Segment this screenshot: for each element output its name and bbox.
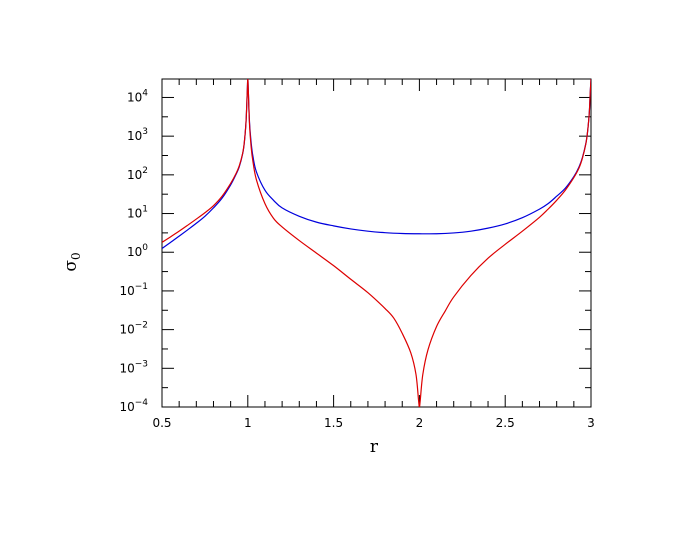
y-tick-label-base: 10: [119, 400, 134, 414]
x-tick-label: 1: [244, 416, 252, 430]
y-tick-label-base: 10: [127, 90, 142, 104]
y-tick-label-exponent: 0: [142, 243, 148, 253]
y-tick-label: 103: [127, 127, 148, 143]
y-tick-label-exponent: −3: [135, 359, 148, 369]
x-tick-label: 3: [587, 416, 595, 430]
y-tick-label-exponent: 3: [142, 127, 148, 137]
axis-ticks: [161, 79, 592, 408]
y-tick-label-exponent: −2: [135, 321, 148, 331]
y-axis-label-subscript: 0: [69, 252, 83, 260]
y-tick-label-exponent: 4: [142, 88, 148, 98]
y-tick-label-base: 10: [127, 168, 142, 182]
y-tick-label-base: 10: [119, 361, 134, 375]
y-tick-label: 10−1: [119, 282, 148, 298]
x-tick-label: 0.5: [152, 416, 171, 430]
y-tick-label: 104: [127, 88, 148, 104]
y-tick-label-base: 10: [119, 323, 134, 337]
y-tick-label-base: 10: [127, 245, 142, 259]
y-tick-label-exponent: −1: [135, 282, 148, 292]
y-axis-label-base: σ: [61, 260, 81, 272]
plot-frame: [161, 78, 592, 408]
y-tick-label-base: 10: [127, 129, 142, 143]
y-tick-label-exponent: −4: [135, 398, 149, 408]
y-tick-label: 10−4: [119, 398, 148, 414]
series-line-blue: [162, 79, 591, 249]
x-tick-label: 1.5: [324, 416, 343, 430]
y-tick-label-base: 10: [119, 284, 134, 298]
curves: [162, 79, 591, 407]
x-tick-label: 2.5: [496, 416, 515, 430]
x-tick-label: 2: [416, 416, 424, 430]
y-tick-label: 100: [127, 243, 148, 259]
y-tick-label-exponent: 1: [142, 205, 148, 215]
y-axis-label: σ0: [61, 252, 83, 271]
y-tick-label: 10−2: [119, 321, 148, 337]
x-tick-labels: 0.5 1 1.5 2 2.5 3: [152, 416, 594, 430]
y-tick-label-exponent: 2: [142, 166, 148, 176]
series-line-red: [162, 79, 591, 407]
x-axis-label: r: [370, 437, 379, 457]
y-tick-label-base: 10: [127, 207, 142, 221]
y-tick-label: 10−3: [119, 359, 148, 375]
y-tick-label: 102: [127, 166, 148, 182]
y-tick-label: 101: [127, 205, 148, 221]
